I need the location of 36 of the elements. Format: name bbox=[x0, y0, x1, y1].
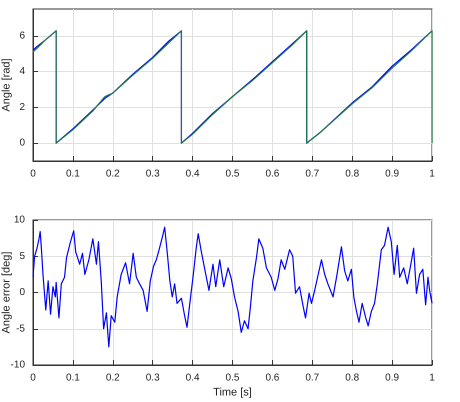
x-tick-label: 0.9 bbox=[385, 372, 400, 384]
x-tick-label: 0.8 bbox=[345, 372, 360, 384]
x-tick-label: 0.9 bbox=[385, 168, 400, 180]
x-tick-label: 0.5 bbox=[226, 168, 240, 180]
y-tick-label: 2 bbox=[19, 102, 26, 113]
x-tick-label: 0.5 bbox=[226, 372, 240, 384]
y-tick-label: 4 bbox=[19, 66, 26, 78]
y-tick-label: -10 bbox=[10, 360, 26, 370]
x-tick-label: 0.7 bbox=[305, 372, 320, 384]
x-tick-label: 0.2 bbox=[106, 168, 120, 180]
x-tick-label: 0.4 bbox=[186, 372, 200, 384]
x-axis-title: Time [s] bbox=[213, 386, 252, 398]
y-tick-label: 0 bbox=[19, 138, 26, 149]
line-series bbox=[32, 226, 433, 348]
x-tick-label: 1 bbox=[429, 168, 436, 180]
x-tick-label: 0 bbox=[30, 168, 36, 180]
x-tick-label: 0.4 bbox=[186, 168, 200, 180]
y-axis-title: Angle [rad] bbox=[0, 58, 12, 112]
x-tick-label: 0.3 bbox=[146, 372, 160, 384]
x-tick-label: 0.3 bbox=[146, 168, 160, 180]
x-tick-label: 0.1 bbox=[66, 168, 80, 180]
y-tick-label: 10 bbox=[14, 214, 26, 226]
x-tick-label: 0 bbox=[30, 372, 36, 384]
line-series bbox=[32, 30, 433, 144]
y-tick-label: 6 bbox=[19, 30, 26, 42]
y-tick-label: 5 bbox=[19, 250, 26, 262]
y-axis-title: Angle error [deg] bbox=[0, 252, 12, 334]
x-tick-label: 0.6 bbox=[265, 168, 280, 180]
x-tick-label: 0.6 bbox=[265, 372, 280, 384]
y-tick-label: 0 bbox=[19, 287, 26, 298]
x-tick-label: 0.1 bbox=[66, 372, 80, 384]
y-tick-label: -5 bbox=[16, 323, 26, 334]
x-tick-label: 0.8 bbox=[345, 168, 360, 180]
x-tick-label: 1 bbox=[429, 372, 436, 384]
x-tick-label: 0.2 bbox=[106, 372, 120, 384]
x-tick-label: 0.7 bbox=[305, 168, 320, 180]
